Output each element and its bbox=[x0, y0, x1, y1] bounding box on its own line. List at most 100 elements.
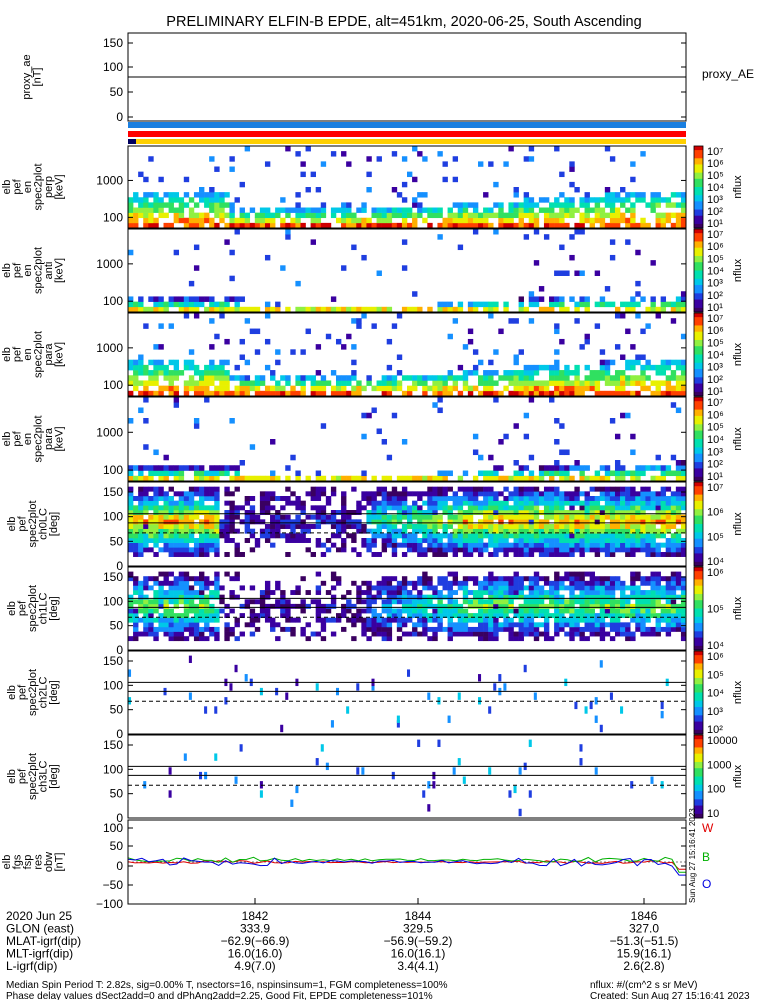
spectrogram-cell bbox=[270, 475, 276, 482]
pitch-angle-cell bbox=[330, 510, 337, 515]
spectrogram-cell bbox=[589, 370, 595, 376]
pitch-angle-cell bbox=[432, 590, 438, 595]
pitch-angle-cell bbox=[457, 505, 464, 511]
colorbar-segment bbox=[694, 743, 703, 746]
pitch-angle-cell bbox=[599, 590, 606, 595]
pitch-angle-cell bbox=[589, 599, 595, 605]
spectrogram-cell bbox=[341, 390, 347, 397]
pitch-angle-cell bbox=[188, 692, 192, 700]
pitch-angle-cell bbox=[680, 594, 687, 600]
spectrogram-cell bbox=[493, 390, 499, 397]
pitch-angle-cell bbox=[361, 608, 367, 614]
spectrogram-cell bbox=[427, 306, 433, 313]
pitch-angle-cell bbox=[488, 538, 494, 543]
pitch-angle-cell bbox=[630, 613, 636, 619]
spectrogram-cell bbox=[417, 207, 423, 213]
spectrogram-cell bbox=[437, 212, 443, 219]
pitch-angle-cell bbox=[569, 519, 575, 525]
pitch-angle-cell bbox=[143, 524, 149, 529]
pitch-angle-cell bbox=[614, 603, 621, 609]
pitch-angle-cell bbox=[543, 496, 550, 501]
colorbar-segment bbox=[694, 515, 703, 519]
pitch-angle-cell bbox=[366, 608, 372, 614]
pitch-angle-cell bbox=[483, 603, 489, 609]
colorbar-segment bbox=[694, 505, 703, 508]
pitch-angle-cell bbox=[173, 585, 180, 591]
pitch-angle-cell bbox=[518, 500, 524, 506]
pitch-angle-cell bbox=[655, 580, 661, 586]
pitch-angle-cell bbox=[508, 510, 514, 515]
pitch-angle-cell bbox=[452, 599, 459, 605]
colorbar-segment bbox=[694, 460, 703, 463]
spectrogram-cell bbox=[472, 207, 479, 213]
pitch-angle-cell bbox=[204, 505, 210, 511]
pitch-angle-cell bbox=[285, 608, 291, 614]
spectrogram-cell bbox=[549, 364, 555, 371]
spectrogram-cell bbox=[259, 380, 266, 386]
pitch-angle-cell bbox=[163, 603, 169, 609]
pitch-angle-cell bbox=[432, 626, 438, 632]
colorbar-segment bbox=[694, 778, 703, 782]
spectrogram-cell bbox=[153, 301, 159, 308]
pitch-angle-cell bbox=[391, 538, 398, 543]
pitch-angle-cell bbox=[604, 510, 611, 515]
pitch-angle-cell bbox=[498, 491, 504, 497]
spectrogram-cell bbox=[518, 349, 524, 355]
pitch-angle-cell bbox=[518, 603, 524, 609]
spectrogram-cell bbox=[574, 318, 580, 324]
pitch-angle-cell bbox=[675, 576, 682, 582]
pitch-angle-cell bbox=[569, 576, 575, 582]
pitch-angle-cell bbox=[584, 636, 590, 642]
spectrogram-cell bbox=[320, 390, 327, 397]
spectrogram-cell bbox=[513, 475, 519, 482]
spectrogram-cell bbox=[173, 212, 180, 219]
spectrogram-cell bbox=[158, 364, 164, 371]
pitch-angle-cell bbox=[462, 626, 469, 632]
spectrogram-cell bbox=[518, 296, 524, 302]
pitch-angle-cell bbox=[204, 706, 208, 714]
pitch-angle-cell bbox=[417, 576, 423, 582]
spectrogram-cell bbox=[609, 470, 616, 477]
colorbar-segment bbox=[694, 335, 703, 339]
colorbar-segment bbox=[694, 735, 703, 738]
pitch-angle-cell bbox=[452, 622, 459, 628]
colorbar-segment bbox=[694, 235, 703, 238]
pitch-angle-cell bbox=[650, 519, 656, 525]
pitch-angle-cell bbox=[533, 571, 540, 577]
colorbar-label: nflux bbox=[732, 764, 744, 788]
pitch-angle-cell bbox=[488, 510, 494, 515]
pitch-angle-cell bbox=[670, 524, 677, 529]
spectrogram-cell bbox=[148, 202, 154, 208]
pitch-angle-cell bbox=[493, 683, 497, 691]
spectrogram-cell bbox=[625, 207, 631, 213]
pitch-angle-cell bbox=[579, 617, 585, 623]
spectrogram-cell bbox=[163, 306, 169, 313]
spectrogram-cell bbox=[138, 390, 144, 397]
spectrogram-cell bbox=[599, 217, 606, 224]
spectrogram-cell bbox=[270, 222, 276, 229]
pitch-angle-cell bbox=[457, 617, 464, 623]
spectrogram-cell bbox=[625, 412, 631, 419]
pitch-angle-cell bbox=[655, 631, 661, 637]
pitch-angle-cell bbox=[442, 510, 448, 515]
pitch-angle-cell bbox=[680, 505, 687, 511]
pitch-angle-cell bbox=[498, 594, 504, 600]
pitch-angle-cell bbox=[143, 533, 149, 539]
pitch-angle-cell bbox=[239, 603, 245, 609]
spectrogram-cell bbox=[559, 212, 565, 219]
pitch-angle-cell bbox=[381, 533, 388, 539]
colorbar-frame bbox=[693, 650, 704, 735]
proxy-ae-legend: proxy_AE bbox=[702, 67, 754, 81]
spectrogram-cell bbox=[366, 380, 372, 386]
pitch-angle-cell bbox=[655, 528, 661, 534]
pitch-angle-cell bbox=[412, 547, 418, 553]
pitch-angle-cell bbox=[401, 617, 408, 623]
pitch-angle-cell bbox=[584, 626, 590, 632]
pitch-angle-cell bbox=[234, 576, 240, 582]
pitch-angle-cell bbox=[361, 626, 367, 632]
pitch-angle-cell bbox=[594, 524, 601, 529]
pitch-angle-cell bbox=[143, 538, 149, 543]
pitch-angle-cell bbox=[427, 514, 433, 520]
pitch-angle-cell bbox=[280, 599, 286, 605]
